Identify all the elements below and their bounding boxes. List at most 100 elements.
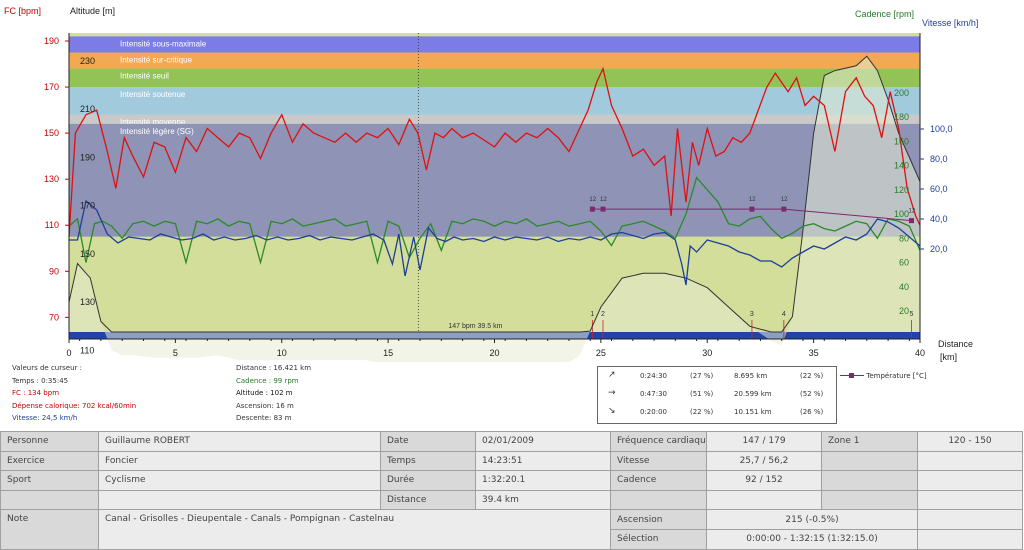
summary-row-up: ↗ 0:24:30 (27 %) 8.695 km (22 %) — [598, 368, 836, 386]
summary-dist: 20.599 km — [734, 390, 772, 398]
cadence-value: 92 / 152 — [706, 470, 822, 491]
note-value: Canal - Grisolles - Dieupentale - Canals… — [98, 509, 611, 550]
summary-dpct: (22 %) — [800, 372, 824, 380]
personne-value: Guillaume ROBERT — [98, 431, 381, 452]
altitude-tick-label: 190 — [80, 152, 95, 162]
slope-summary: ↗ 0:24:30 (27 %) 8.695 km (22 %) → 0:47:… — [597, 366, 837, 424]
cursor-cadence: Cadence : 99 rpm — [236, 376, 299, 385]
empty-cell — [821, 470, 918, 491]
table-row: Note Canal - Grisolles - Dieupentale - C… — [0, 509, 1023, 550]
empty-cell — [917, 528, 1023, 550]
cursor-fc: FC : 134 bpm — [12, 389, 60, 397]
summary-time: 0:24:30 — [640, 372, 667, 380]
speed-tick-label: 40,0 — [930, 214, 948, 224]
temps-label: Temps — [380, 450, 476, 472]
zone-band — [69, 236, 920, 332]
x-axis-label: Distance — [938, 339, 973, 349]
empty-cell — [98, 489, 381, 511]
x-tick-label: 40 — [915, 348, 925, 358]
temperature-value: 12 — [781, 197, 788, 203]
summary-pct: (22 %) — [690, 408, 714, 416]
lap-label: 4 — [782, 311, 786, 318]
summary-pct: (27 %) — [690, 372, 714, 380]
summary-dist: 10.151 km — [734, 408, 772, 416]
x-tick-label: 30 — [702, 348, 712, 358]
temperature-point — [589, 206, 595, 212]
zone-label: Intensité moyenne — [120, 118, 186, 127]
temperature-point — [781, 206, 787, 212]
altitude-area — [69, 56, 920, 362]
x-tick-label: 0 — [66, 348, 71, 358]
exercice-label: Exercice — [0, 450, 99, 472]
temperature-value: 12 — [600, 197, 607, 203]
fc-axis-label: FC [bpm] — [4, 6, 41, 16]
distance-value: 39.4 km — [475, 489, 611, 511]
cadence-label-cell: Cadence — [610, 470, 707, 491]
vitesse-label-cell: Vitesse — [610, 450, 707, 472]
fc-tick-label: 70 — [49, 312, 59, 322]
zone-band — [69, 114, 920, 124]
speed-tick-label: 100,0 — [930, 124, 953, 134]
x-tick-label: 35 — [809, 348, 819, 358]
x-tick-label: 25 — [596, 348, 606, 358]
arrow-up-icon: ↗ — [608, 370, 616, 380]
altitude-tick-label: 130 — [80, 297, 95, 307]
zone-value: 120 - 150 — [917, 431, 1023, 452]
table-row: Sélection 0:00:00 - 1:32:15 (1:32:15.0) — [1, 528, 1023, 550]
distance-label: Distance — [380, 489, 476, 511]
fc-tick-label: 130 — [44, 174, 59, 184]
cadence-label: Cadence — [617, 475, 657, 486]
table-row: Sport Cyclisme Durée 1:32:20.1 Cadence 9… — [0, 470, 1023, 491]
x-axis-unit: [km] — [940, 352, 957, 362]
training-chart[interactable]: Intensité sous-maximale Intensité sur-cri… — [0, 0, 1024, 362]
vertical-grid: 147 bpm 39.5 km 1 2 3 4 5 — [417, 33, 913, 339]
cursor-distance: Distance : 16.421 km — [236, 364, 312, 372]
zone-label: Intensité sous-maximale — [120, 39, 207, 48]
exercice-value: Foncier — [98, 450, 381, 472]
cadence-tick-label: 180 — [894, 112, 909, 122]
temperature-value: 12 — [589, 197, 596, 203]
lap-label: 3 — [750, 311, 754, 318]
altitude-axis-label: Altitude [m] — [70, 6, 115, 16]
cursor-altitude: Altitude : 102 m — [236, 389, 293, 397]
fc-value: 147 / 179 — [706, 431, 822, 452]
temperature-value: 12 — [749, 197, 756, 203]
sport-value: Cyclisme — [98, 470, 381, 491]
speed-tick-label: 20,0 — [930, 244, 948, 254]
fc-tick-label: 150 — [44, 128, 59, 138]
zone-label: Zone 1 — [821, 431, 918, 452]
table-row: Exercice Foncier Temps 14:23:51 Vitesse … — [0, 450, 1023, 472]
session-info-table: Personne Guillaume ROBERT Date 02/01/200… — [0, 431, 1023, 550]
cadence-tick-label: 140 — [894, 161, 909, 171]
zone-band — [69, 123, 920, 237]
zone-label: Intensité sur-critique — [120, 56, 193, 65]
speed-tick-label: 80,0 — [930, 154, 948, 164]
altitude-tick-label: 110 — [80, 345, 94, 355]
empty-cell — [917, 470, 1023, 491]
series-fc-line — [68, 66, 921, 237]
summary-row-flat: → 0:47:30 (51 %) 20.599 km (52 %) — [598, 386, 836, 404]
table-row: Personne Guillaume ROBERT Date 02/01/200… — [0, 431, 1023, 452]
cursor-readout: 147 bpm 39.5 km — [448, 323, 502, 330]
temperature-point — [908, 218, 914, 224]
x-tick-label: 20 — [489, 348, 499, 358]
zone-band — [69, 36, 920, 53]
arrow-down-icon: ↘ — [608, 406, 616, 416]
series-cadence-line — [68, 176, 921, 266]
x-tick-label: 15 — [383, 348, 393, 358]
note-label: Note — [0, 509, 99, 550]
empty-cell — [0, 489, 99, 511]
speed-axis-label: Vitesse [km/h] — [922, 18, 978, 28]
temperature-point — [600, 206, 606, 212]
x-tick-label: 10 — [277, 348, 287, 358]
summary-dist: 8.695 km — [734, 372, 768, 380]
speed-tick-label: 60,0 — [930, 184, 948, 194]
duree-value: 1:32:20.1 — [475, 470, 611, 491]
series-lines: 12 12 12 12 12 — [68, 55, 921, 333]
cadence-tick-label: 60 — [899, 258, 909, 268]
fc-tick-label: 110 — [45, 220, 59, 230]
lap-label: 2 — [601, 311, 605, 318]
zone-label: Intensité légère (SG) — [120, 127, 194, 136]
zone-band — [69, 68, 920, 88]
temperature-legend: Température [°C] — [840, 372, 927, 380]
